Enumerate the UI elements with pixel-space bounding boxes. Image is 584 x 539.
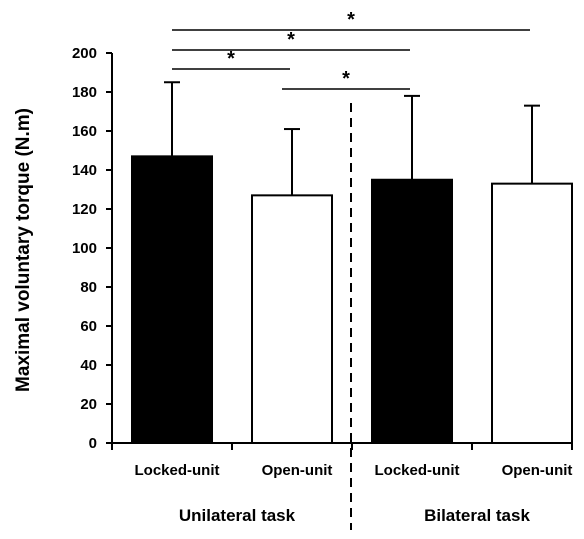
- bar-3: [371, 178, 453, 444]
- y-tick-label: 20: [80, 396, 97, 413]
- group-label: Unilateral task: [179, 506, 296, 525]
- y-axis-title: Maximal voluntary torque (N.m): [13, 108, 34, 392]
- bar-2: [251, 194, 333, 444]
- y-tick-label: 40: [80, 357, 97, 374]
- category-label: Open-unit: [502, 462, 573, 479]
- y-tick-label: 200: [72, 45, 97, 62]
- group-label: Bilateral task: [424, 506, 530, 525]
- category-labels-layer: Locked-unit Open-unit Locked-unit Open-unit…: [135, 462, 573, 525]
- y-tick-label: 80: [80, 279, 97, 296]
- y-tick-label: 120: [72, 201, 97, 218]
- y-ticks-layer: 0 20 40 60 80 100 120 140 160 180 200: [72, 45, 112, 452]
- y-tick-label: 100: [72, 240, 97, 257]
- y-tick-label: 140: [72, 162, 97, 179]
- y-tick-label: 60: [80, 318, 97, 335]
- significance-layer: * * * *: [172, 9, 530, 90]
- significance-star: *: [287, 29, 295, 51]
- x-ticks-layer: [111, 443, 573, 450]
- category-label: Locked-unit: [375, 462, 460, 479]
- significance-star: *: [347, 9, 355, 31]
- category-label: Locked-unit: [135, 462, 220, 479]
- y-tick-label: 180: [72, 84, 97, 101]
- bar-4: [491, 182, 573, 444]
- bar-1: [131, 155, 213, 444]
- y-tick-label: 160: [72, 123, 97, 140]
- significance-star: *: [227, 48, 235, 70]
- significance-star: *: [342, 68, 350, 90]
- category-label: Open-unit: [262, 462, 333, 479]
- error-bars-layer: [164, 81, 540, 196]
- y-tick-label: 0: [89, 435, 97, 452]
